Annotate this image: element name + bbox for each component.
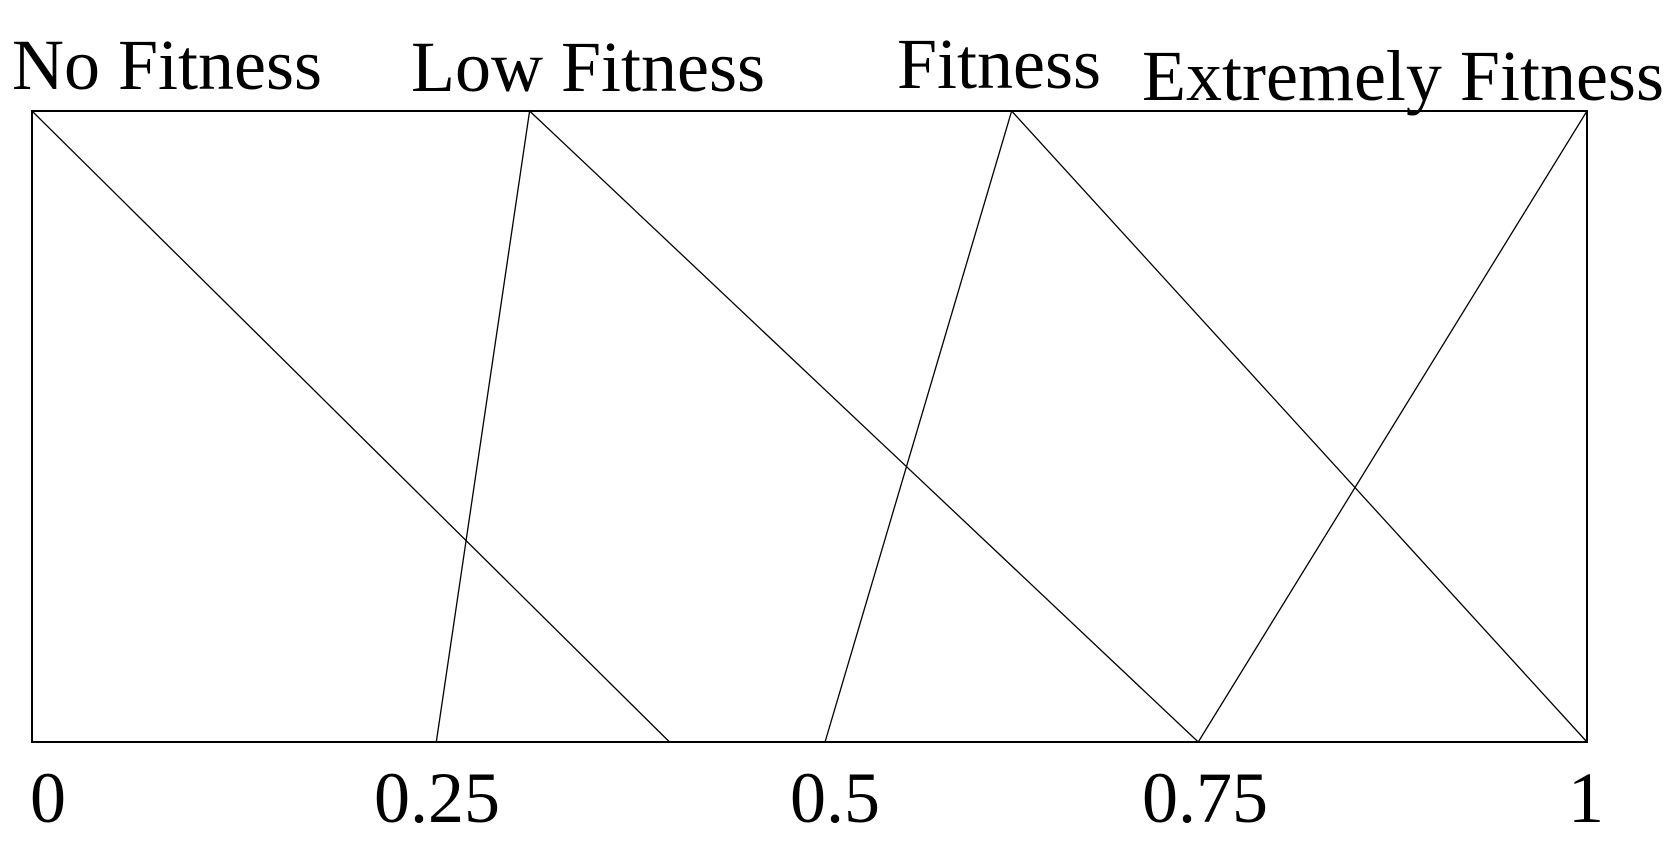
x-tick-05: 0.5 [790,758,880,838]
x-tick-0: 0 [30,758,66,838]
membership-line-low-fitness [435,109,1199,743]
set-label-low-fitness: Low Fitness [410,27,766,107]
x-tick-1: 1 [1568,758,1604,838]
membership-line-no-fitness [31,110,671,743]
set-label-extremely-fitness: Extremely Fitness [1142,36,1664,116]
set-label-fitness: Fitness [896,24,1102,104]
x-tick-075: 0.75 [1142,758,1268,838]
plot-border [31,110,1588,743]
set-label-no-fitness: No Fitness [11,25,323,105]
x-tick-025: 0.25 [374,758,500,838]
membership-line-extremely-fitness [1197,110,1588,743]
membership-line-fitness [824,109,1588,743]
